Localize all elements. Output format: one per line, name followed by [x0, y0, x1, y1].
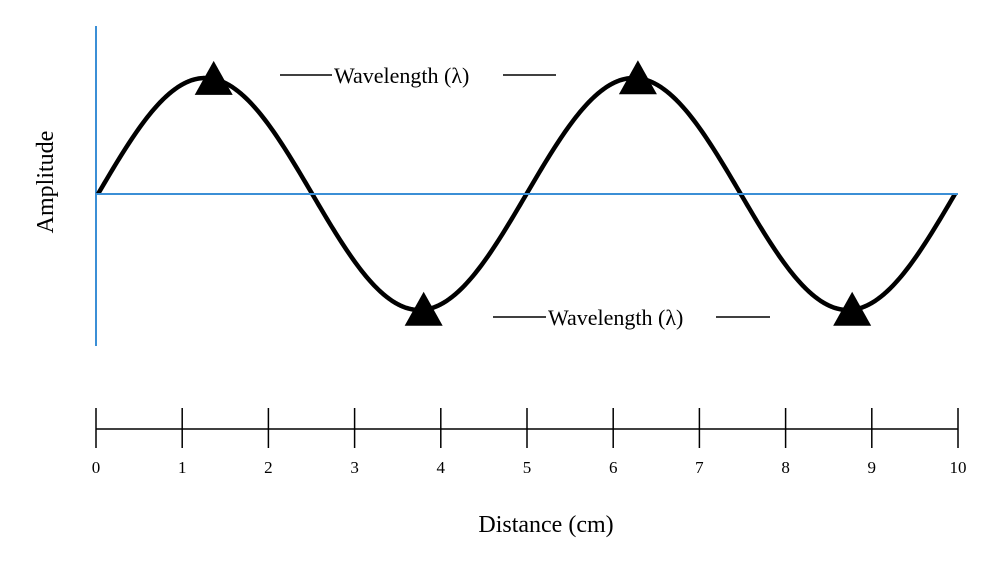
scale-tick-label: 0 — [92, 458, 101, 477]
scale-tick-label: 10 — [950, 458, 967, 477]
scale-tick-label: 6 — [609, 458, 618, 477]
scale-tick-label: 4 — [437, 458, 446, 477]
crest-marker — [194, 60, 233, 95]
distance-scale-ticks: 0 1 2 3 4 5 6 7 8 9 10 — [92, 408, 967, 477]
wavelength-label: Wavelength (λ) — [548, 305, 683, 330]
scale-tick-label: 9 — [868, 458, 877, 477]
scale-tick-label: 2 — [264, 458, 273, 477]
scale-tick-label: 3 — [350, 458, 359, 477]
wavelength-annotation-bottom: Wavelength (λ) — [493, 305, 770, 330]
trough-marker — [833, 291, 872, 326]
wave-markers — [194, 60, 872, 326]
distance-axis-title: Distance (cm) — [478, 512, 613, 538]
scale-tick-label: 8 — [781, 458, 790, 477]
wavelength-annotation-top: Wavelength (λ) — [280, 63, 556, 88]
crest-marker — [618, 60, 657, 95]
wavelength-label: Wavelength (λ) — [334, 63, 469, 88]
scale-tick-label: 1 — [178, 458, 187, 477]
trough-marker — [404, 291, 443, 326]
scale-tick-label: 7 — [695, 458, 704, 477]
amplitude-axis-title: Amplitude — [33, 131, 59, 234]
scale-tick-label: 5 — [523, 458, 532, 477]
